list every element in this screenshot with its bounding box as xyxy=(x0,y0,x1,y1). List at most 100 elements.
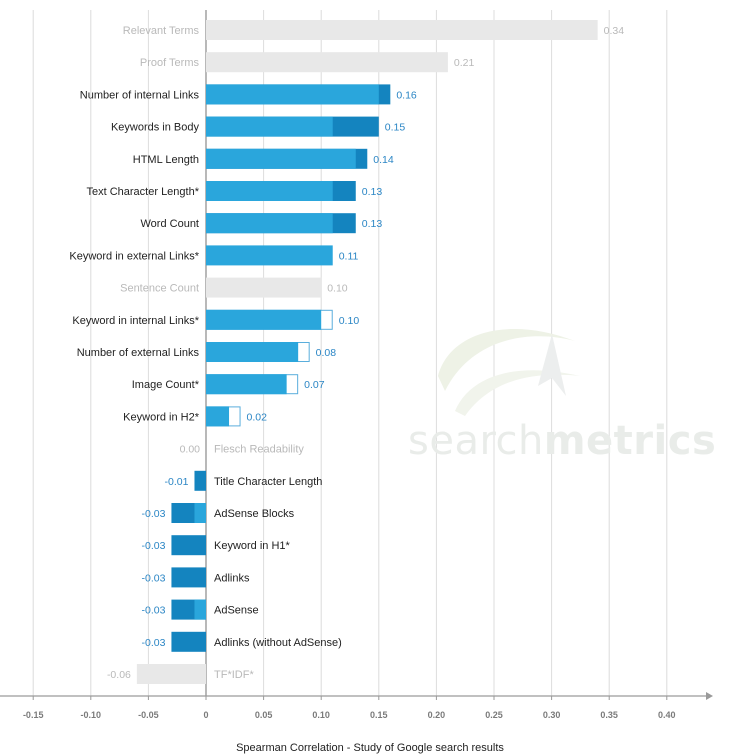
x-tick-label: 0.35 xyxy=(600,710,618,720)
bar-15 xyxy=(171,503,206,523)
bar-new-factor xyxy=(206,277,322,298)
value-label: 0.10 xyxy=(339,315,360,327)
value-label: 0.07 xyxy=(304,379,325,391)
searchmetrics-swoosh-logo xyxy=(438,328,580,416)
category-label: Number of external Links xyxy=(77,347,200,359)
x-tick-label: 0.25 xyxy=(485,710,503,720)
category-label: Keyword in H1* xyxy=(214,540,291,552)
category-label: Flesch Readability xyxy=(214,444,304,456)
category-label: Image Count* xyxy=(132,379,200,391)
x-tick-label: 0.05 xyxy=(255,710,273,720)
bar-6 xyxy=(206,213,356,234)
bar-previous xyxy=(206,181,333,201)
bar-11 xyxy=(206,374,299,395)
bar-1 xyxy=(206,52,448,73)
bar-8 xyxy=(206,277,322,298)
category-label: Adlinks xyxy=(214,572,250,584)
bar-3 xyxy=(206,116,379,137)
x-axis-arrow xyxy=(706,692,713,700)
x-tick-label: 0.15 xyxy=(370,710,388,720)
bar-19 xyxy=(171,631,206,652)
bar-previous xyxy=(194,503,206,523)
category-label: Text Character Length* xyxy=(86,186,199,198)
bar-previous xyxy=(206,116,333,137)
value-label: -0.03 xyxy=(142,605,166,617)
category-label: TF*IDF* xyxy=(214,669,254,681)
x-tick-label: -0.05 xyxy=(138,710,159,720)
bar-17 xyxy=(171,567,206,588)
category-label: Keyword in internal Links* xyxy=(72,315,199,327)
searchmetrics-watermark: searchmetrics xyxy=(408,418,717,464)
bar-0 xyxy=(206,20,598,40)
x-tick-label: 0.10 xyxy=(312,710,330,720)
x-axis: -0.15 -0.10 -0.05 0 0.05 0.10 0.15 0.20 0.25 0.30… xyxy=(0,692,713,720)
value-label: 0.08 xyxy=(316,347,337,359)
category-label: Proof Terms xyxy=(140,57,200,69)
bar-current xyxy=(206,406,230,427)
bar-current xyxy=(171,567,206,588)
bar-current xyxy=(206,374,287,395)
bar-current xyxy=(171,535,206,556)
x-tick-label: 0.40 xyxy=(658,710,676,720)
bar-new-factor xyxy=(206,52,448,73)
bar-18 xyxy=(171,599,206,620)
category-label: Sentence Count xyxy=(120,283,199,295)
value-label: 0.02 xyxy=(247,411,268,423)
value-label: -0.03 xyxy=(142,508,166,520)
bar-current xyxy=(206,245,333,266)
value-label: 0.15 xyxy=(385,122,406,134)
value-label: 0.16 xyxy=(396,89,417,101)
category-label: Keyword in external Links* xyxy=(69,250,199,262)
bar-previous xyxy=(194,599,206,620)
x-tick-label: 0.30 xyxy=(543,710,561,720)
bar-12 xyxy=(206,406,241,427)
value-label: -0.06 xyxy=(107,669,131,681)
x-tick-label: -0.15 xyxy=(23,710,44,720)
category-label: Relevant Terms xyxy=(123,25,200,37)
value-label: 0.21 xyxy=(454,57,475,69)
bars xyxy=(136,20,598,684)
bar-5 xyxy=(206,181,356,201)
bar-7 xyxy=(206,245,333,266)
x-tick-label: 0 xyxy=(203,710,208,720)
value-label: 0.13 xyxy=(362,218,383,230)
bar-9 xyxy=(206,309,333,330)
category-label: AdSense xyxy=(214,605,259,617)
bar-10 xyxy=(206,342,310,362)
bar-current xyxy=(206,342,299,362)
bar-current xyxy=(206,309,322,330)
category-label: Keyword in H2* xyxy=(123,411,200,423)
value-label: 0.34 xyxy=(604,25,625,37)
bar-20 xyxy=(136,664,206,684)
bar-previous xyxy=(206,148,356,169)
bar-previous xyxy=(206,84,379,105)
value-label: 0.10 xyxy=(327,283,348,295)
value-label: -0.03 xyxy=(142,572,166,584)
x-tick-label: -0.10 xyxy=(81,710,102,720)
bar-new-factor xyxy=(136,664,206,684)
bar-current xyxy=(171,631,206,652)
x-tick-label: 0.20 xyxy=(428,710,446,720)
bar-new-factor xyxy=(206,20,598,40)
bar-4 xyxy=(206,148,368,169)
category-label: HTML Length xyxy=(133,154,199,166)
value-label: -0.01 xyxy=(165,476,189,488)
category-label: AdSense Blocks xyxy=(214,508,295,520)
bar-current xyxy=(194,470,206,491)
bar-labels: Relevant Terms 0.34 Proof Terms 0.21 Number … xyxy=(69,25,624,681)
category-label: Word Count xyxy=(141,218,200,230)
value-label: 0.11 xyxy=(339,250,359,262)
value-label: 0.13 xyxy=(362,186,383,198)
value-label: 0.14 xyxy=(373,154,394,166)
x-axis-title: Spearman Correlation - Study of Google s… xyxy=(236,742,504,754)
value-label: -0.03 xyxy=(142,637,166,649)
category-label: Number of internal Links xyxy=(80,89,200,101)
value-label: 0.00 xyxy=(180,444,201,456)
value-label: -0.03 xyxy=(142,540,166,552)
category-label: Keywords in Body xyxy=(111,122,200,134)
bar-16 xyxy=(171,535,206,556)
category-label: Adlinks (without AdSense) xyxy=(214,637,342,649)
bar-previous xyxy=(206,213,333,234)
category-label: Title Character Length xyxy=(214,476,322,488)
